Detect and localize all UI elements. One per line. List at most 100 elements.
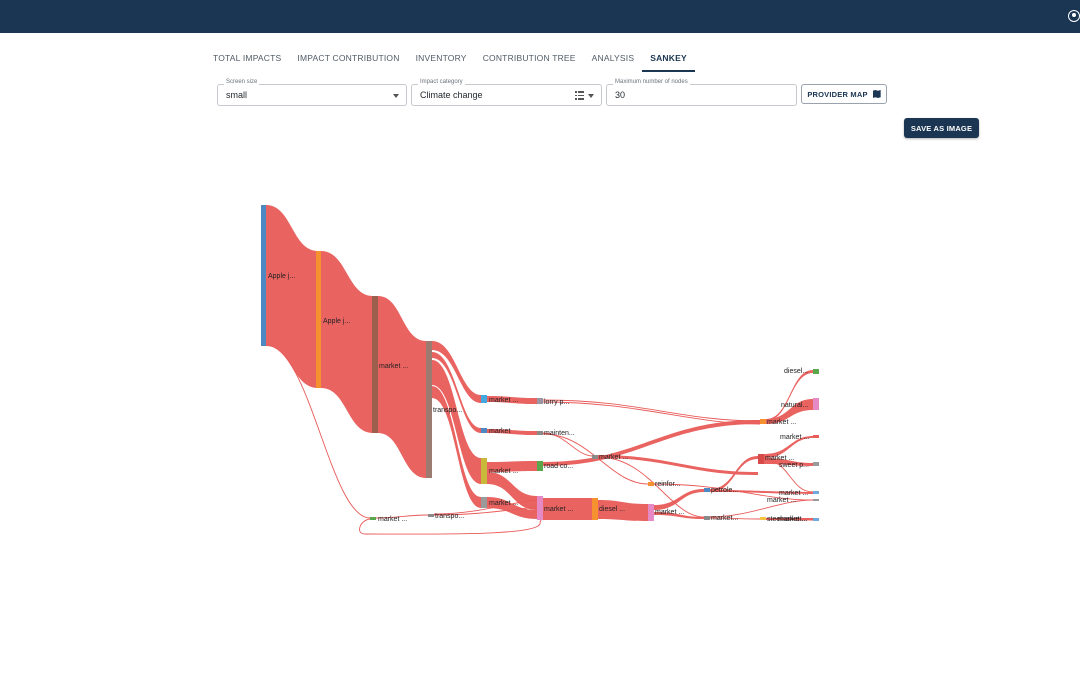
link-market8-market10 bbox=[654, 512, 704, 519]
node-label: market ... bbox=[378, 516, 407, 523]
link-market11-natural bbox=[766, 399, 813, 424]
node-label: diesel... bbox=[784, 368, 808, 375]
save-as-image-button[interactable]: SAVE AS IMAGE bbox=[904, 118, 979, 138]
node-market2[interactable] bbox=[481, 395, 487, 403]
link-lorry-market12 bbox=[542, 401, 761, 425]
link-market9-transport2 bbox=[375, 514, 429, 519]
screen-size-value: small bbox=[226, 90, 248, 100]
node-label: market... bbox=[711, 515, 738, 522]
tab-inventory[interactable]: INVENTORY bbox=[415, 53, 467, 63]
node-label: market ... bbox=[779, 490, 808, 497]
node-market7[interactable] bbox=[537, 496, 543, 520]
screen-size-select[interactable]: Screen size small bbox=[217, 79, 407, 106]
tab-impact-contribution[interactable]: IMPACT CONTRIBUTION bbox=[297, 53, 400, 63]
node-market8[interactable] bbox=[648, 504, 654, 521]
node-petrole[interactable] bbox=[704, 488, 710, 492]
node-label: petrole... bbox=[711, 487, 738, 494]
link-market6-market12 bbox=[598, 455, 758, 475]
node-mainten[interactable] bbox=[537, 431, 543, 435]
node-apple1[interactable] bbox=[261, 205, 266, 346]
node-diesel1[interactable] bbox=[592, 498, 598, 520]
node-market6[interactable] bbox=[592, 455, 598, 459]
node-market14[interactable] bbox=[813, 435, 819, 438]
sankey-labels: Apple j... Apple j... market ... transpo… bbox=[268, 273, 809, 523]
link-market11-diesel2 bbox=[766, 370, 813, 421]
link-reinfor-market16 bbox=[653, 483, 814, 501]
link-market3-mainten bbox=[487, 429, 537, 435]
node-label: steel... bbox=[767, 516, 788, 523]
node-market3[interactable] bbox=[481, 428, 487, 433]
chevron-down-icon[interactable] bbox=[393, 94, 399, 98]
node-market9[interactable] bbox=[370, 517, 376, 520]
node-natural[interactable] bbox=[813, 398, 819, 410]
node-market11[interactable] bbox=[760, 419, 766, 424]
link-petrole-market12 bbox=[710, 456, 758, 492]
link-transport1-market5 bbox=[432, 386, 481, 508]
node-lorry[interactable] bbox=[537, 398, 543, 404]
node-label: mainten... bbox=[544, 430, 575, 437]
max-nodes-value[interactable]: 30 bbox=[615, 90, 626, 100]
tab-contribution-tree[interactable]: CONTRIBUTION TREE bbox=[482, 53, 576, 63]
link-apple1-market9 bbox=[265, 344, 371, 519]
tab-analysis[interactable]: ANALYSIS bbox=[591, 53, 635, 63]
provider-map-label: PROVIDER MAP bbox=[807, 89, 868, 99]
link-market10-steel bbox=[709, 517, 761, 520]
node-transport2[interactable] bbox=[428, 514, 434, 517]
link-market1-transport1 bbox=[378, 296, 426, 478]
node-market4[interactable] bbox=[481, 458, 487, 484]
node-steel[interactable] bbox=[760, 517, 766, 520]
link-mainten-market6 bbox=[542, 432, 593, 457]
node-market5[interactable] bbox=[481, 497, 487, 508]
node-market15[interactable] bbox=[813, 491, 819, 494]
sankey-nodes bbox=[261, 205, 819, 521]
node-market17[interactable] bbox=[813, 518, 819, 521]
node-label: market ... bbox=[767, 419, 796, 426]
node-label: market ... bbox=[489, 500, 518, 507]
link-market10-market16 bbox=[709, 499, 814, 518]
node-apple2[interactable] bbox=[316, 251, 321, 388]
provider-map-button[interactable]: PROVIDER MAP bbox=[801, 84, 887, 104]
chevron-down-icon[interactable] bbox=[588, 94, 594, 98]
tab-bar: TOTAL IMPACTS IMPACT CONTRIBUTION INVENT… bbox=[205, 46, 695, 72]
map-icon bbox=[872, 90, 881, 98]
node-label: market ... bbox=[544, 506, 573, 513]
sankey-links bbox=[266, 205, 813, 521]
node-label: market ... bbox=[778, 516, 807, 523]
tab-sankey[interactable]: SANKEY bbox=[642, 46, 695, 72]
node-market10[interactable] bbox=[704, 516, 710, 520]
top-app-bar bbox=[0, 0, 1080, 33]
node-label: market... bbox=[780, 516, 807, 523]
link-market12-market14 bbox=[764, 436, 813, 458]
impact-category-select[interactable]: Impact category Climate change bbox=[411, 79, 602, 106]
node-roadco[interactable] bbox=[537, 461, 543, 471]
impact-category-label: Impact category bbox=[418, 79, 465, 85]
link-diesel1-market8 bbox=[598, 500, 648, 521]
node-label: natural... bbox=[781, 402, 808, 409]
link-market8-petrole bbox=[654, 489, 704, 510]
list-icon[interactable] bbox=[575, 91, 584, 100]
impact-category-value: Climate change bbox=[420, 90, 483, 100]
tab-total-impacts[interactable]: TOTAL IMPACTS bbox=[213, 53, 282, 63]
node-transport1[interactable] bbox=[426, 341, 432, 478]
max-nodes-input[interactable]: Maximum number of nodes 30 bbox=[606, 79, 797, 106]
link-market7-diesel1 bbox=[543, 498, 592, 520]
link-market6-market10 bbox=[597, 456, 705, 518]
node-sweet[interactable] bbox=[813, 462, 819, 466]
node-market1[interactable] bbox=[372, 296, 378, 433]
node-reinfor[interactable] bbox=[648, 482, 654, 486]
link-lorry-market11 bbox=[542, 399, 761, 422]
node-label: market ... bbox=[765, 455, 794, 462]
node-label: Apple j... bbox=[323, 318, 350, 325]
link-transport2-loop bbox=[359, 507, 544, 535]
node-market16[interactable] bbox=[813, 499, 819, 501]
node-label: sweet p... bbox=[779, 462, 809, 469]
link-apple1-apple2 bbox=[266, 205, 318, 388]
link-market12-market15 bbox=[763, 459, 814, 493]
node-market12[interactable] bbox=[758, 454, 764, 464]
link-transport1-market2 bbox=[432, 341, 481, 403]
node-label: market ... bbox=[379, 363, 408, 370]
node-diesel2[interactable] bbox=[813, 369, 819, 374]
node-label: Apple j... bbox=[268, 273, 295, 280]
node-label: market ... bbox=[489, 397, 518, 404]
